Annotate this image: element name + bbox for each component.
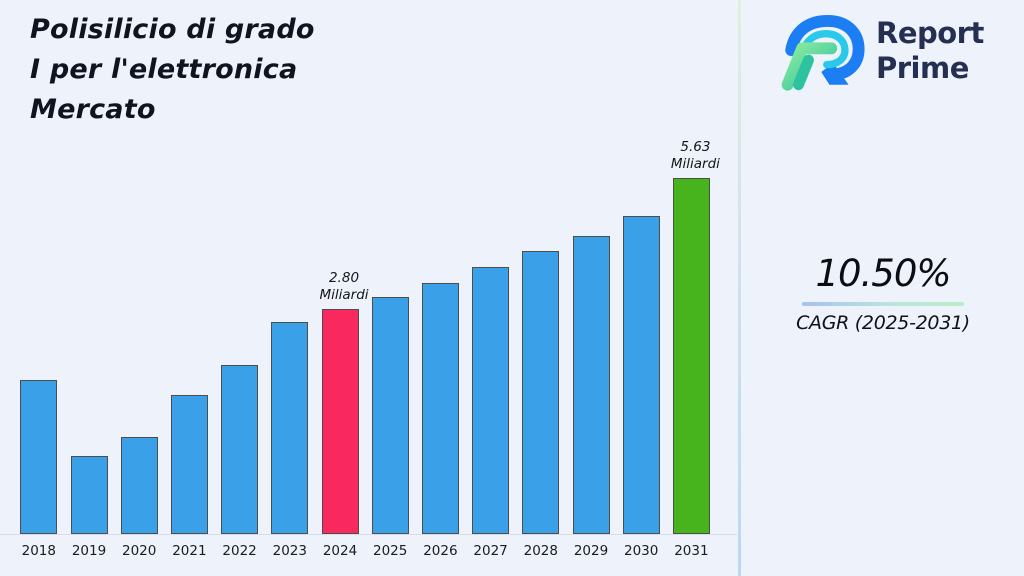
page-title: Polisilicio di grado I per l'elettronica… [30,10,315,130]
report-prime-logo: Report Prime [778,10,984,92]
x-tick-2026: 2026 [423,543,458,559]
bar-2030 [622,216,660,534]
x-tick-2027: 2027 [473,543,508,559]
x-tick-2022: 2022 [222,543,257,559]
cagr-caption: CAGR (2025-2031) [796,312,970,334]
x-tick-2021: 2021 [172,543,207,559]
x-tick-2025: 2025 [373,543,408,559]
logo-text-report: Report [876,16,984,50]
bar-2026 [421,283,459,534]
value-label-2031: 5.63 Miliardi [670,139,720,172]
bar-2023 [271,322,309,534]
bar-2022 [221,365,259,534]
bar-2031 [672,178,710,534]
page-title-line-2: I per l'elettronica [30,54,298,85]
bar-2024 [321,309,359,534]
bar-2028 [522,251,560,534]
x-tick-2024: 2024 [322,543,358,559]
x-tick-2029: 2029 [573,543,609,559]
cagr-value: 10.50% [815,252,951,295]
x-tick-2028: 2028 [523,543,558,559]
x-tick-2031: 2031 [674,543,709,559]
page-title-line-3: Mercato [30,94,156,125]
x-tick-2023: 2023 [272,543,307,559]
bar-2019 [70,456,108,534]
logo-text-prime: Prime [876,51,969,85]
bar-2025 [371,297,409,534]
vertical-divider [738,0,741,576]
cagr-kpi: 10.50% CAGR (2025-2031) [793,252,973,334]
bar-2021 [170,395,208,534]
bar-chart: 2018 2019 2020 2021 2022 2023 2024 2.80 Miliardi… [0,139,737,559]
bar-2029 [572,236,610,534]
x-axis-line [0,534,737,535]
bar-2027 [472,267,510,534]
report-prime-logo-icon [781,15,865,91]
page-title-line-1: Polisilicio di grado [30,14,315,45]
value-label-2024: 2.80 Miliardi [319,270,369,303]
bar-2020 [120,437,158,534]
cagr-underline [802,302,964,306]
x-tick-2018: 2018 [21,543,56,559]
x-tick-2019: 2019 [71,543,107,559]
x-tick-2030: 2030 [624,543,659,559]
x-tick-2020: 2020 [122,543,157,559]
bar-2018 [20,380,58,534]
report-prime-logo-text: Report Prime [876,16,984,86]
